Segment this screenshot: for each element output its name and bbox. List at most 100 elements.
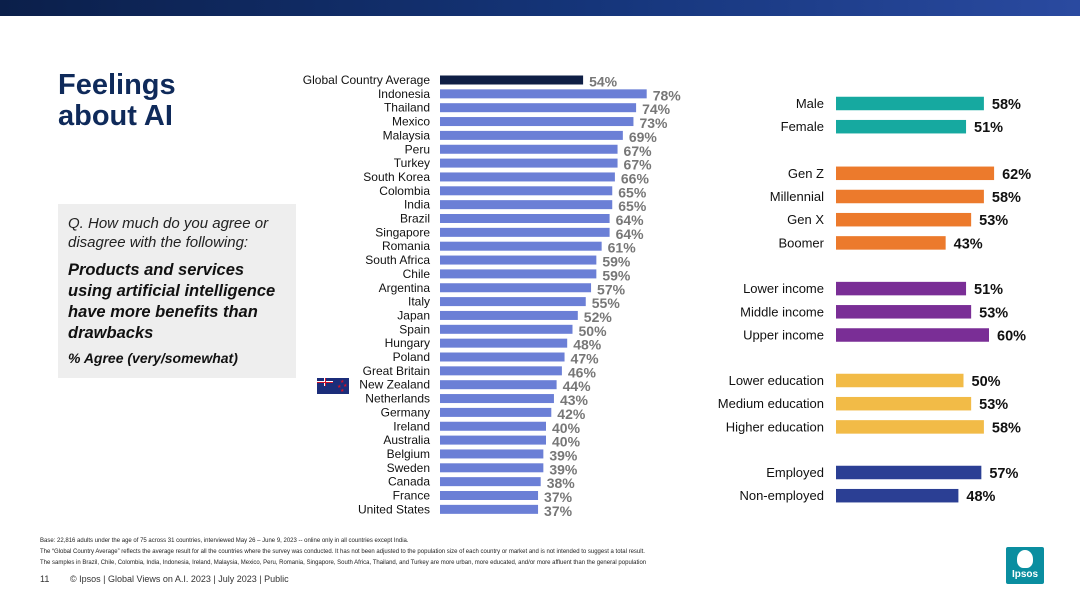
country-bar-mexico bbox=[440, 117, 634, 127]
segment-value-lower-income: 51% bbox=[974, 282, 1003, 298]
segment-bar-lower-income bbox=[836, 281, 967, 296]
question-statement: Products and services using artificial i… bbox=[68, 261, 276, 342]
country-label-australia: Australia bbox=[383, 433, 430, 447]
country-bar-hungary bbox=[440, 338, 568, 348]
country-value-singapore: 64% bbox=[616, 226, 645, 242]
segment-label-lower-education: Lower education bbox=[729, 373, 824, 388]
country-bar-south-africa bbox=[440, 255, 597, 265]
country-value-malaysia: 69% bbox=[629, 129, 658, 145]
country-value-sweden: 39% bbox=[549, 461, 578, 477]
country-value-netherlands: 43% bbox=[560, 392, 589, 408]
country-value-spain: 50% bbox=[579, 323, 608, 339]
country-value-india: 65% bbox=[618, 198, 647, 214]
country-label-ireland: Ireland bbox=[393, 419, 430, 433]
segment-value-upper-income: 60% bbox=[997, 329, 1026, 345]
country-value-romania: 61% bbox=[608, 240, 637, 256]
segment-bar-boomer bbox=[836, 236, 946, 250]
country-label-chile: Chile bbox=[403, 267, 431, 281]
country-bar-canada bbox=[440, 477, 541, 487]
country-label-brazil: Brazil bbox=[400, 212, 430, 226]
footnote-samples: The samples in Brazil, Chile, Colombia, … bbox=[40, 560, 647, 566]
segment-label-female: Female bbox=[781, 119, 824, 134]
segment-label-middle-income: Middle income bbox=[740, 304, 824, 319]
country-label-canada: Canada bbox=[388, 475, 430, 489]
country-bar-ireland bbox=[440, 421, 546, 431]
country-value-peru: 67% bbox=[624, 143, 653, 159]
country-value-global-country-average: 54% bbox=[589, 74, 618, 90]
country-label-germany: Germany bbox=[381, 405, 430, 419]
country-value-italy: 55% bbox=[592, 295, 621, 311]
segment-value-middle-income: 53% bbox=[979, 305, 1008, 321]
country-bar-spain bbox=[440, 324, 573, 334]
footer-copyright: © Ipsos | Global Views on A.I. 2023 | Ju… bbox=[70, 574, 289, 584]
country-bar-belgium bbox=[440, 449, 544, 459]
country-label-argentina: Argentina bbox=[379, 281, 431, 295]
country-bar-germany bbox=[440, 407, 552, 417]
country-value-mexico: 73% bbox=[639, 115, 668, 131]
segment-value-gen-z: 62% bbox=[1002, 167, 1031, 183]
country-value-united-states: 37% bbox=[544, 503, 573, 519]
country-value-japan: 52% bbox=[584, 309, 613, 325]
country-value-canada: 38% bbox=[547, 475, 576, 491]
country-bar-new-zealand bbox=[440, 380, 557, 390]
segment-bar-middle-income bbox=[836, 305, 972, 319]
country-label-peru: Peru bbox=[405, 142, 430, 156]
country-bar-france bbox=[440, 491, 539, 500]
country-label-india: India bbox=[404, 198, 430, 212]
country-label-great-britain: Great Britain bbox=[363, 364, 430, 378]
country-label-united-states: United States bbox=[358, 502, 430, 516]
country-label-japan: Japan bbox=[397, 308, 430, 322]
country-value-ireland: 40% bbox=[552, 420, 581, 436]
segment-label-lower-income: Lower income bbox=[743, 281, 824, 296]
country-label-mexico: Mexico bbox=[392, 115, 430, 129]
country-label-south-korea: South Korea bbox=[363, 170, 430, 184]
segment-value-male: 58% bbox=[992, 97, 1021, 113]
segment-value-female: 51% bbox=[974, 120, 1003, 136]
country-value-thailand: 74% bbox=[642, 101, 671, 117]
country-label-singapore: Singapore bbox=[375, 225, 430, 239]
country-bar-poland bbox=[440, 352, 565, 362]
country-label-poland: Poland bbox=[393, 350, 430, 364]
country-bar-turkey bbox=[440, 158, 618, 168]
page-title-line-2: about AI bbox=[58, 100, 173, 132]
country-bar-united-states bbox=[440, 504, 539, 514]
country-value-australia: 40% bbox=[552, 434, 581, 450]
country-bar-romania bbox=[440, 241, 602, 251]
segment-value-medium-education: 53% bbox=[979, 397, 1008, 413]
country-label-malaysia: Malaysia bbox=[383, 128, 431, 142]
country-bar-global-country-average bbox=[440, 75, 584, 85]
country-bar-argentina bbox=[440, 283, 592, 293]
country-bar-brazil bbox=[440, 214, 610, 223]
segment-label-boomer: Boomer bbox=[778, 235, 824, 250]
segment-label-millennial: Millennial bbox=[770, 189, 824, 204]
segment-bar-lower-education bbox=[836, 373, 964, 388]
segment-bar-male bbox=[836, 96, 984, 111]
country-label-hungary: Hungary bbox=[385, 336, 430, 350]
country-bar-india bbox=[440, 200, 613, 210]
segment-label-upper-income: Upper income bbox=[743, 328, 824, 343]
segment-label-employed: Employed bbox=[766, 465, 824, 480]
country-bar-chile bbox=[440, 269, 597, 279]
country-bar-netherlands bbox=[440, 394, 554, 404]
country-bar-colombia bbox=[440, 186, 613, 196]
segment-value-gen-x: 53% bbox=[979, 213, 1008, 229]
ipsos-logo: Ipsos bbox=[1006, 547, 1044, 584]
segment-label-male: Male bbox=[796, 96, 824, 111]
segment-bar-gen-x bbox=[836, 212, 972, 227]
country-label-belgium: Belgium bbox=[387, 447, 430, 461]
country-value-turkey: 67% bbox=[624, 157, 653, 173]
segment-value-boomer: 43% bbox=[954, 236, 983, 252]
country-label-italy: Italy bbox=[408, 295, 430, 309]
question-box: Q. How much do you agree or disagree wit… bbox=[58, 204, 296, 378]
country-value-great-britain: 46% bbox=[568, 364, 597, 380]
country-label-thailand: Thailand bbox=[384, 101, 430, 115]
top-banner bbox=[0, 0, 1080, 16]
country-label-romania: Romania bbox=[382, 239, 430, 253]
country-value-germany: 42% bbox=[557, 406, 586, 422]
country-bar-thailand bbox=[440, 103, 637, 113]
country-label-global-country-average: Global Country Average bbox=[303, 73, 431, 87]
country-bar-sweden bbox=[440, 463, 544, 473]
country-label-sweden: Sweden bbox=[387, 461, 430, 475]
segment-bar-higher-education bbox=[836, 420, 984, 434]
